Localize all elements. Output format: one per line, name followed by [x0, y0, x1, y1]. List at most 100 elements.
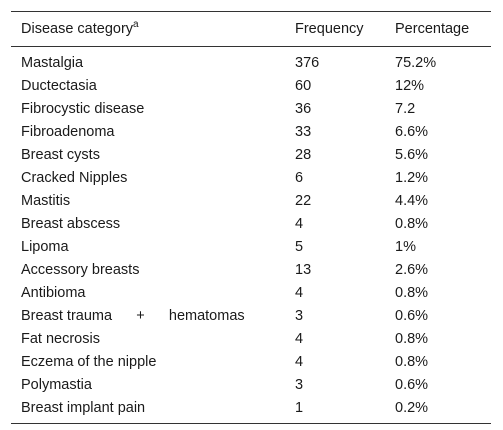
cell-frequency: 4 [295, 327, 395, 350]
table-row: Antibioma 4 0.8% [11, 281, 491, 304]
cell-frequency-text: 5 [295, 238, 304, 255]
cell-frequency: 36 [295, 97, 395, 120]
table-row: Fat necrosis 4 0.8% [11, 327, 491, 350]
cell-disease-category-text: Fibrocystic disease [21, 100, 145, 117]
disease-frequency-table: Disease categorya Frequency Percentage M… [11, 11, 491, 424]
cell-disease-category: Antibioma [11, 281, 295, 304]
cell-frequency: 6 [295, 166, 395, 189]
disease-table-container: Disease categorya Frequency Percentage M… [11, 11, 491, 424]
cell-frequency-text: 28 [295, 146, 312, 163]
cell-disease-category-text: Antibioma [21, 284, 86, 301]
cell-disease-category-text: Cracked Nipples [21, 169, 128, 186]
table-row: Lipoma 5 1% [11, 235, 491, 258]
cell-disease-category-text: Polymastia [21, 376, 92, 393]
table-row: Polymastia 3 0.6% [11, 373, 491, 396]
cell-disease-category: Eczema of the nipple [11, 350, 295, 373]
table-row: Breast trauma + hematomas 3 0.6% [11, 304, 491, 327]
header-frequency: Frequency [295, 11, 395, 47]
cell-disease-category: Cracked Nipples [11, 166, 295, 189]
cell-disease-category-text: Lipoma [21, 238, 69, 255]
cell-disease-category: Fibrocystic disease [11, 97, 295, 120]
cell-frequency-text: 13 [295, 261, 312, 278]
cell-percentage: 1.2% [395, 166, 491, 189]
table-header: Disease categorya Frequency Percentage [11, 11, 491, 47]
cell-percentage: 6.6% [395, 120, 491, 143]
cell-frequency: 3 [295, 373, 395, 396]
table-row: Ductectasia 60 12% [11, 74, 491, 97]
cell-percentage-text: 0.8% [395, 330, 429, 347]
cell-frequency-text: 4 [295, 353, 304, 370]
cell-disease-category-text: Breast trauma + hematomas [21, 307, 245, 324]
cell-disease-category: Mastitis [11, 189, 295, 212]
cell-percentage: 0.2% [395, 396, 491, 424]
cell-disease-category-text: Eczema of the nipple [21, 353, 157, 370]
cell-percentage: 4.4% [395, 189, 491, 212]
cell-percentage: 2.6% [395, 258, 491, 281]
cell-disease-category-text: Breast implant pain [21, 399, 146, 416]
cell-disease-category-text: Breast abscess [21, 215, 121, 232]
cell-frequency: 60 [295, 74, 395, 97]
cell-percentage: 75.2% [395, 47, 491, 75]
cell-percentage-text: 2.6% [395, 261, 429, 278]
cell-frequency-text: 22 [295, 192, 312, 209]
cell-disease-category-text: Mastalgia [21, 54, 84, 71]
cell-disease-category-text: Fibroadenoma [21, 123, 115, 140]
cell-frequency: 13 [295, 258, 395, 281]
cell-frequency: 28 [295, 143, 395, 166]
cell-percentage-text: 5.6% [395, 146, 429, 163]
cell-frequency-text: 376 [295, 54, 320, 71]
cell-percentage-text: 0.8% [395, 284, 429, 301]
cell-disease-category-text: Fat necrosis [21, 330, 100, 347]
header-row: Disease categorya Frequency Percentage [11, 11, 491, 47]
cell-disease-category: Mastalgia [11, 47, 295, 75]
cell-frequency-text: 6 [295, 169, 304, 186]
cell-frequency-text: 60 [295, 77, 312, 94]
cell-frequency: 376 [295, 47, 395, 75]
table-row: Fibroadenoma 33 6.6% [11, 120, 491, 143]
cell-disease-category: Breast implant pain [11, 396, 295, 424]
cell-frequency-text: 4 [295, 215, 304, 232]
cell-frequency: 5 [295, 235, 395, 258]
cell-percentage: 0.6% [395, 304, 491, 327]
header-footnote-marker: a [133, 19, 139, 31]
cell-percentage: 1% [395, 235, 491, 258]
cell-disease-category-text: Mastitis [21, 192, 71, 209]
cell-frequency: 3 [295, 304, 395, 327]
header-percentage: Percentage [395, 11, 491, 47]
table-row: Breast cysts 28 5.6% [11, 143, 491, 166]
cell-frequency-text: 4 [295, 284, 304, 301]
cell-disease-category: Fibroadenoma [11, 120, 295, 143]
cell-frequency-text: 1 [295, 399, 304, 416]
table-row: Fibrocystic disease 36 7.2 [11, 97, 491, 120]
cell-disease-category-text: Ductectasia [21, 77, 97, 94]
cell-disease-category: Breast abscess [11, 212, 295, 235]
cell-frequency-text: 33 [295, 123, 312, 140]
cell-percentage-text: 0.2% [395, 399, 429, 416]
cell-percentage: 0.8% [395, 350, 491, 373]
cell-frequency-text: 36 [295, 100, 312, 117]
cell-frequency: 4 [295, 281, 395, 304]
cell-disease-category: Ductectasia [11, 74, 295, 97]
cell-percentage-text: 0.6% [395, 307, 429, 324]
cell-disease-category: Breast trauma + hematomas [11, 304, 295, 327]
table-row: Cracked Nipples 6 1.2% [11, 166, 491, 189]
table-row: Breast implant pain 1 0.2% [11, 396, 491, 424]
cell-frequency: 4 [295, 212, 395, 235]
table-body: Mastalgia 376 75.2% Ductectasia 60 12% Fibrocy… [11, 47, 491, 424]
header-disease-category: Disease categorya [11, 11, 295, 47]
table-row: Mastitis 22 4.4% [11, 189, 491, 212]
cell-frequency: 4 [295, 350, 395, 373]
cell-disease-category-text: Accessory breasts [21, 261, 140, 278]
cell-percentage: 0.6% [395, 373, 491, 396]
header-disease-category-label: Disease category [21, 21, 134, 37]
cell-frequency-text: 4 [295, 330, 304, 347]
cell-percentage: 0.8% [395, 281, 491, 304]
cell-disease-category: Accessory breasts [11, 258, 295, 281]
cell-frequency: 33 [295, 120, 395, 143]
cell-percentage-text: 75.2% [395, 54, 437, 71]
cell-frequency-text: 3 [295, 376, 304, 393]
cell-frequency: 1 [295, 396, 395, 424]
cell-percentage-text: 6.6% [395, 123, 429, 140]
cell-percentage-text: 0.8% [395, 215, 429, 232]
cell-percentage: 12% [395, 74, 491, 97]
